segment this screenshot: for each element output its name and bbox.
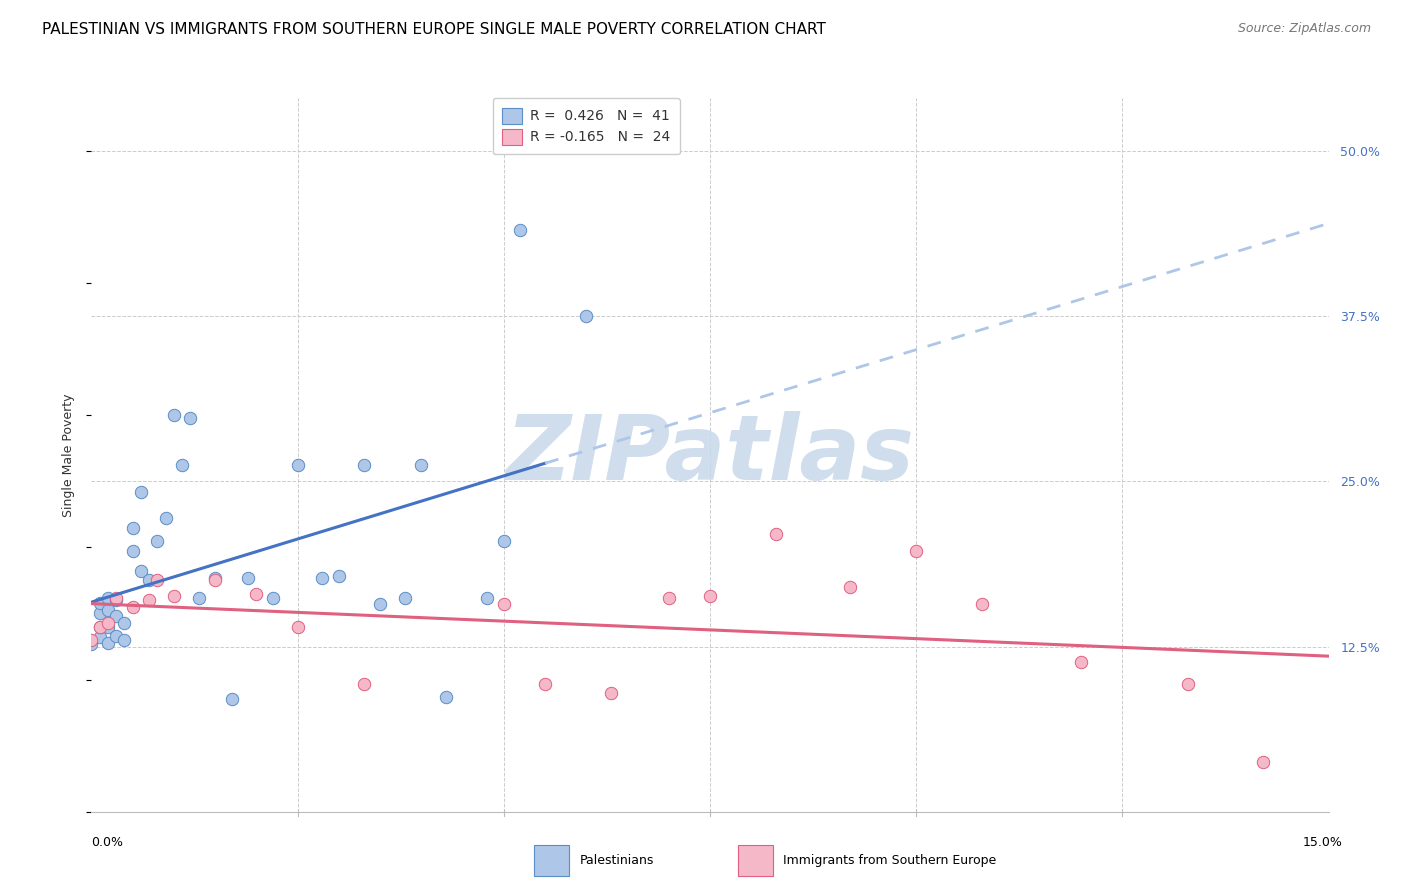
Point (97, 620, 120, 634)
Point (89, 607, 111, 621)
Point (97, 635, 120, 649)
Point (1070, 656, 1092, 670)
Point (394, 591, 416, 605)
Point (129, 564, 152, 578)
Point (221, 692, 243, 706)
Point (328, 569, 350, 583)
Point (434, 690, 457, 704)
Point (172, 458, 194, 473)
Point (534, 676, 557, 690)
Text: Palestinians: Palestinians (579, 855, 654, 867)
Point (97, 602, 120, 616)
Point (509, 223, 531, 237)
Point (97, 591, 120, 605)
Point (1177, 676, 1199, 690)
Point (121, 599, 143, 614)
Point (89, 620, 111, 634)
Point (658, 591, 681, 605)
Point (236, 571, 259, 585)
Point (97, 615, 120, 630)
Point (287, 458, 309, 473)
Text: 15.0%: 15.0% (1303, 837, 1343, 849)
Point (105, 591, 128, 605)
Point (492, 533, 515, 548)
Point (129, 484, 152, 499)
Point (146, 533, 169, 548)
Point (699, 590, 721, 604)
Point (89, 630, 111, 644)
Legend: R =  0.426   N =  41, R = -0.165   N =  24: R = 0.426 N = 41, R = -0.165 N = 24 (492, 98, 681, 154)
Point (765, 527, 787, 541)
FancyBboxPatch shape (534, 846, 569, 876)
Point (245, 587, 267, 601)
Point (89, 620, 111, 634)
Point (311, 571, 333, 585)
Point (287, 620, 309, 634)
Point (262, 591, 284, 605)
Point (179, 411, 201, 425)
FancyBboxPatch shape (738, 846, 773, 876)
Point (138, 593, 160, 607)
Point (353, 458, 375, 473)
Text: Source: ZipAtlas.com: Source: ZipAtlas.com (1237, 22, 1371, 36)
Point (80, 637, 103, 651)
Point (105, 593, 128, 607)
Point (155, 511, 177, 525)
Point (146, 574, 169, 588)
Text: ZIPatlas: ZIPatlas (506, 411, 914, 499)
Point (839, 580, 862, 594)
Point (905, 544, 928, 558)
Point (138, 574, 160, 588)
Point (112, 615, 135, 630)
Point (105, 629, 128, 643)
Point (368, 597, 391, 611)
Point (1251, 755, 1274, 769)
Y-axis label: Single Male Poverty: Single Male Poverty (62, 393, 76, 516)
Point (353, 676, 375, 690)
Point (411, 458, 433, 473)
Point (575, 309, 598, 323)
Point (204, 574, 226, 588)
Text: 0.0%: 0.0% (91, 837, 124, 849)
Point (187, 591, 209, 605)
Point (89, 596, 111, 610)
Point (600, 686, 623, 700)
Point (80, 632, 103, 647)
Point (204, 571, 226, 585)
Text: PALESTINIAN VS IMMIGRANTS FROM SOUTHERN EUROPE SINGLE MALE POVERTY CORRELATION C: PALESTINIAN VS IMMIGRANTS FROM SOUTHERN … (42, 22, 827, 37)
Point (121, 544, 143, 558)
Point (105, 609, 128, 624)
Point (121, 520, 143, 534)
Point (477, 591, 499, 605)
Point (492, 597, 515, 611)
Point (163, 590, 186, 604)
Point (163, 409, 186, 423)
Point (112, 632, 135, 647)
Point (972, 597, 994, 611)
Text: Immigrants from Southern Europe: Immigrants from Southern Europe (783, 855, 997, 867)
